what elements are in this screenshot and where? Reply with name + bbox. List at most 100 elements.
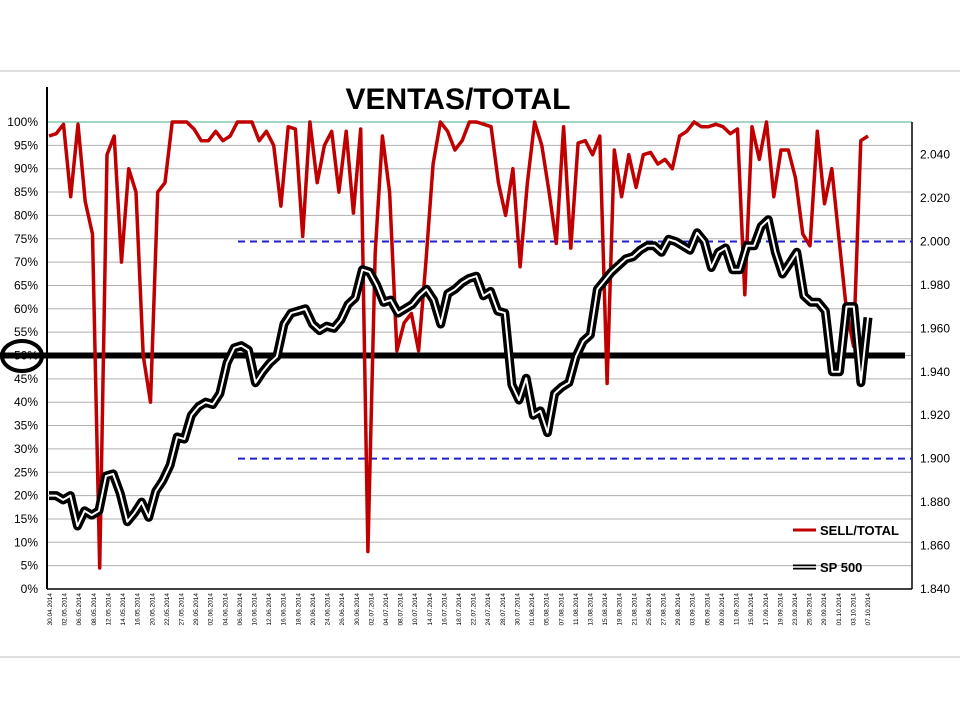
x-tick-label: 10.06.2014 <box>252 593 259 626</box>
x-tick-label: 27.05.2014 <box>178 593 185 626</box>
x-tick-label: 04.06.2014 <box>222 593 229 626</box>
left-tick-label: 10% <box>14 535 38 549</box>
x-tick-label: 01.10.2014 <box>836 593 843 626</box>
left-tick-label: 70% <box>14 255 38 269</box>
x-tick-label: 13.08.2014 <box>587 593 594 626</box>
right-tick-label: 1.980 <box>920 278 950 292</box>
left-tick-label: 55% <box>14 325 38 339</box>
x-tick-label: 22.05.2014 <box>164 593 171 626</box>
x-tick-label: 30.07.2014 <box>514 593 521 626</box>
x-tick-label: 05.09.2014 <box>704 593 711 626</box>
x-tick-label: 07.08.2014 <box>558 593 565 626</box>
left-tick-label: 95% <box>14 138 38 152</box>
left-tick-label: 75% <box>14 232 38 246</box>
x-tick-label: 20.05.2014 <box>149 593 156 626</box>
x-tick-label: 30.04.2014 <box>47 593 54 626</box>
x-tick-label: 29.08.2014 <box>675 593 682 626</box>
series-line-sell-total <box>48 120 869 570</box>
x-tick-label: 15.09.2014 <box>748 593 755 626</box>
x-tick-label: 16.05.2014 <box>135 593 142 626</box>
series-lines <box>48 120 873 570</box>
x-tick-label: 01.08.2014 <box>529 593 536 626</box>
x-tick-label: 02.05.2014 <box>62 593 69 626</box>
left-tick-label: 35% <box>14 419 38 433</box>
right-tick-label: 1.920 <box>920 408 950 422</box>
left-tick-label: 0% <box>21 582 39 596</box>
left-axis-ticks: 0%5%10%15%20%25%30%35%40%45%50%55%60%65%… <box>7 115 38 596</box>
left-tick-label: 20% <box>14 489 38 503</box>
x-tick-label: 30.06.2014 <box>354 593 361 626</box>
chart-title: VENTAS/TOTAL <box>346 83 571 116</box>
right-axis-ticks: 1.840 1.860 1.880 1.900 1.920 1.940 1.960 1.980… <box>920 148 950 596</box>
x-tick-label: 29.09.2014 <box>821 593 828 626</box>
left-tick-label: 85% <box>14 185 38 199</box>
right-tick-label: 1.860 <box>920 539 950 553</box>
x-tick-label: 18.07.2014 <box>456 593 463 626</box>
x-tick-label: 17.09.2014 <box>763 593 770 626</box>
x-tick-label: 23.09.2014 <box>792 593 799 626</box>
reference-lines <box>0 240 912 460</box>
x-tick-label: 02.06.2014 <box>208 593 215 626</box>
x-tick-label: 12.06.2014 <box>266 593 273 626</box>
x-tick-label: 22.07.2014 <box>471 593 478 626</box>
x-tick-label: 08.05.2014 <box>91 593 98 626</box>
x-tick-label: 28.07.2014 <box>500 593 507 626</box>
x-tick-label: 03.09.2014 <box>690 593 697 626</box>
right-tick-label: 2.040 <box>920 148 950 162</box>
x-tick-label: 26.06.2014 <box>339 593 346 626</box>
right-tick-label: 2.000 <box>920 234 950 248</box>
right-tick-label: 2.020 <box>920 191 950 205</box>
x-tick-label: 24.06.2014 <box>325 593 332 626</box>
right-tick-label: 1.840 <box>920 582 950 596</box>
x-tick-label: 19.08.2014 <box>617 593 624 626</box>
x-tick-label: 02.07.2014 <box>368 593 375 626</box>
right-tick-label: 1.880 <box>920 495 950 509</box>
left-tick-label: 65% <box>14 278 38 292</box>
series-line-sp500 <box>49 215 873 531</box>
x-tick-label: 14.07.2014 <box>427 593 434 626</box>
right-tick-label: 1.940 <box>920 365 950 379</box>
x-tick-label: 25.09.2014 <box>807 593 814 626</box>
left-tick-label: 40% <box>14 395 38 409</box>
x-tick-label: 18.06.2014 <box>295 593 302 626</box>
x-axis-ticks: 30.04.2014 02.05.2014 06.05.2014 08.05.2014… <box>47 593 872 626</box>
x-tick-label: 06.06.2014 <box>237 593 244 626</box>
x-tick-label: 04.07.2014 <box>383 593 390 626</box>
legend: SELL/TOTAL SP 500 <box>793 523 899 575</box>
left-tick-label: 60% <box>14 302 38 316</box>
x-tick-label: 06.05.2014 <box>76 593 83 626</box>
x-tick-label: 24.07.2014 <box>485 593 492 626</box>
right-tick-label: 1.900 <box>920 452 950 466</box>
axes <box>46 87 913 590</box>
x-tick-label: 08.07.2014 <box>398 593 405 626</box>
x-tick-label: 11.08.2014 <box>573 593 580 625</box>
right-tick-label: 1.960 <box>920 321 950 335</box>
x-tick-label: 15.08.2014 <box>602 593 609 626</box>
x-tick-label: 11.09.2014 <box>734 593 741 625</box>
left-tick-label: 45% <box>14 372 38 386</box>
x-tick-label: 12.05.2014 <box>105 593 112 626</box>
x-tick-label: 16.07.2014 <box>441 593 448 626</box>
x-tick-label: 29.05.2014 <box>193 593 200 626</box>
left-tick-label: 100% <box>7 115 38 129</box>
legend-label-sp500: SP 500 <box>820 560 862 575</box>
x-tick-label: 25.08.2014 <box>646 593 653 626</box>
left-tick-label: 25% <box>14 465 38 479</box>
legend-label-sell-total: SELL/TOTAL <box>820 523 899 538</box>
x-tick-label: 16.06.2014 <box>281 593 288 626</box>
x-tick-label: 27.08.2014 <box>661 593 668 626</box>
left-tick-label: 15% <box>14 512 38 526</box>
x-tick-label: 10.07.2014 <box>412 593 419 626</box>
left-tick-label: 5% <box>21 559 39 573</box>
x-tick-label: 03.10.2014 <box>850 593 857 626</box>
x-tick-label: 20.06.2014 <box>310 593 317 626</box>
series-line-sp500-highlight <box>49 218 869 527</box>
x-tick-label: 21.08.2014 <box>631 593 638 626</box>
fifty-percent-circle <box>0 339 44 373</box>
x-tick-label: 09.09.2014 <box>719 593 726 626</box>
left-tick-label: 90% <box>14 162 38 176</box>
x-tick-label: 07.10.2014 <box>865 593 872 626</box>
x-tick-label: 14.05.2014 <box>120 593 127 626</box>
x-tick-label: 19.09.2014 <box>777 593 784 626</box>
